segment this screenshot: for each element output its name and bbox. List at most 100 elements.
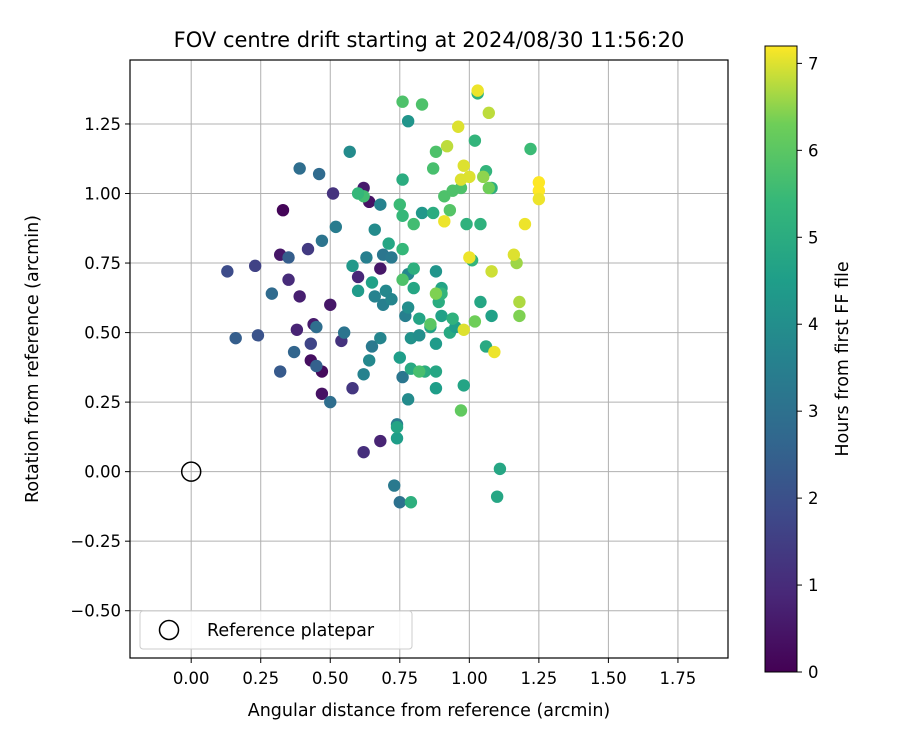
data-point (452, 120, 465, 133)
colorbar-tick-label: 2 (808, 489, 819, 508)
data-point (457, 379, 470, 392)
data-point (346, 259, 359, 273)
data-point (426, 162, 440, 175)
colorbar-tick-label: 6 (808, 141, 819, 160)
data-point (490, 490, 504, 503)
x-tick-label: 0.00 (173, 669, 210, 688)
data-point (493, 462, 507, 476)
x-tick-label: 1.25 (520, 669, 557, 688)
x-tick-label: 0.50 (312, 669, 349, 688)
colorbar-label: Hours from first FF file (833, 261, 853, 456)
data-point (365, 276, 379, 289)
colorbar-tick-label: 1 (808, 576, 819, 595)
data-point (429, 337, 443, 350)
chart-title: FOV centre drift starting at 2024/08/30 … (174, 28, 685, 52)
data-point (385, 293, 398, 306)
data-point (221, 265, 234, 278)
data-point (390, 420, 404, 434)
x-tick-label: 0.25 (242, 669, 279, 688)
data-point (429, 382, 443, 395)
x-axis-ticks: 0.00 0.25 0.50 0.75 1.00 1.25 1.50 1.75 (173, 658, 696, 688)
data-point (382, 237, 395, 250)
data-point (413, 329, 426, 342)
data-point (290, 323, 304, 336)
y-tick-label: −0.25 (70, 532, 121, 551)
data-point (513, 295, 526, 309)
data-point (374, 434, 387, 448)
data-point (396, 242, 409, 256)
data-point (407, 281, 420, 295)
data-point (276, 203, 290, 217)
data-point (351, 270, 365, 284)
x-tick-label: 0.75 (381, 669, 418, 688)
data-point (482, 181, 495, 195)
data-point (415, 98, 429, 111)
data-point (474, 295, 487, 309)
data-point (251, 329, 265, 342)
data-point (396, 95, 409, 108)
x-tick-label: 1.50 (590, 669, 627, 688)
data-point (346, 382, 359, 395)
legend: Reference platepar (139, 610, 413, 650)
y-axis-ticks: −0.50 −0.25 0.00 0.25 0.50 0.75 1.00 1.25 (70, 115, 130, 621)
data-points (221, 84, 546, 509)
data-point (460, 217, 473, 231)
data-point (326, 187, 340, 200)
reference-point-marker (180, 461, 202, 482)
data-point (404, 496, 418, 509)
y-tick-label: −0.50 (70, 602, 121, 621)
data-point (360, 251, 373, 264)
data-point (454, 404, 468, 417)
data-point (287, 345, 301, 359)
data-point (357, 368, 370, 381)
data-point (435, 309, 448, 323)
data-point (329, 220, 343, 234)
data-point (393, 351, 406, 364)
data-point (488, 345, 501, 359)
plot-frame (129, 59, 729, 659)
data-point (282, 273, 295, 286)
data-point (429, 265, 443, 278)
data-point (337, 326, 351, 339)
data-point (429, 365, 443, 378)
data-point (532, 192, 546, 206)
data-point (312, 167, 326, 181)
data-point (446, 312, 459, 325)
data-point (365, 340, 379, 353)
data-point (324, 298, 337, 311)
data-point (282, 251, 295, 264)
data-point (301, 242, 315, 256)
data-point (440, 140, 454, 153)
colorbar-ticks: 0 1 2 3 4 5 6 7 (797, 54, 819, 682)
data-point (415, 206, 429, 220)
colorbar-tick-label: 4 (808, 315, 819, 334)
legend-marker (158, 619, 180, 641)
colorbar-gradient (764, 45, 798, 673)
data-point (485, 265, 498, 278)
x-tick-label: 1.00 (451, 669, 488, 688)
data-point (393, 496, 406, 509)
colorbar-tick-label: 3 (808, 402, 819, 421)
data-point (343, 145, 356, 158)
x-tick-label: 1.75 (660, 669, 697, 688)
data-point (396, 273, 409, 286)
data-point (273, 365, 287, 378)
data-point (457, 159, 470, 172)
colorbar: 0 1 2 3 4 5 6 7 Hours from first FF file (764, 45, 853, 682)
data-point (401, 301, 415, 314)
data-point (401, 114, 415, 128)
x-axis-label: Angular distance from reference (arcmin) (248, 701, 611, 721)
data-point (471, 84, 484, 97)
data-point (374, 262, 387, 275)
y-tick-label: 0.00 (84, 463, 121, 482)
data-point (507, 248, 521, 261)
data-point (357, 445, 370, 459)
data-point (396, 173, 409, 186)
data-point (477, 170, 490, 184)
data-point (368, 290, 381, 303)
data-point (438, 215, 451, 228)
data-point (293, 290, 306, 303)
data-point (310, 320, 323, 334)
data-point (443, 203, 457, 217)
data-point (315, 234, 329, 247)
